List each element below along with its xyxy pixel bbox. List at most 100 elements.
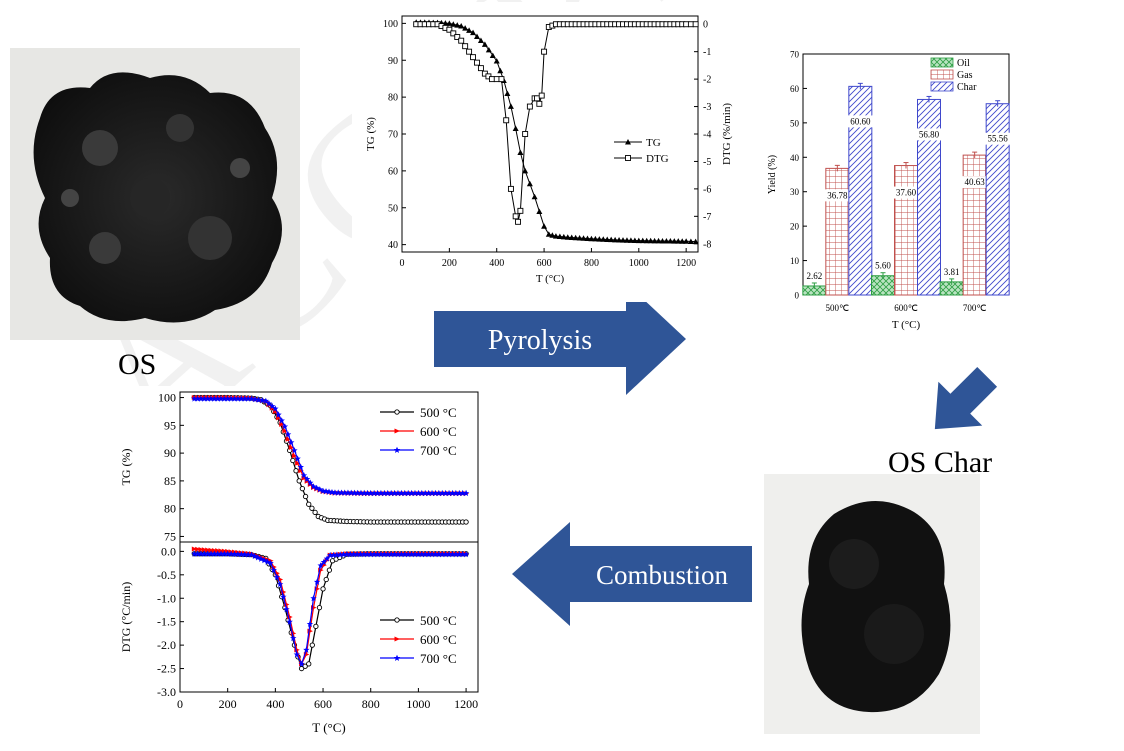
y-tick-label: 75 <box>164 529 176 543</box>
dtg-panel-point <box>238 551 245 558</box>
x-tick-label: 600 <box>537 258 552 269</box>
dtg-panel-point <box>221 550 228 557</box>
dtg-panel-point <box>323 576 329 583</box>
dtg-panel-legend-label: 700 °C <box>420 651 457 666</box>
data-label-bg <box>892 186 920 199</box>
dtg-panel-point <box>227 550 235 557</box>
dtg-panel-point <box>370 550 378 558</box>
dtg-panel-point <box>442 550 449 558</box>
tg-point <box>556 233 563 240</box>
tg-panel-legend-label: 700 °C <box>420 443 457 458</box>
tg-point <box>531 193 538 200</box>
dtg-panel-point <box>384 550 391 558</box>
dtg-point <box>515 218 521 225</box>
dtg-point <box>522 131 529 137</box>
dtg-panel-point <box>316 604 323 611</box>
x-tick-label: 0 <box>400 258 405 269</box>
tg-panel-point <box>408 489 415 497</box>
tg-point <box>504 90 511 96</box>
tg-panel-point <box>377 489 385 497</box>
combustion-label: Combustion <box>596 560 729 590</box>
tg-panel-point <box>241 395 248 402</box>
tg-panel-point <box>248 395 255 402</box>
tg-panel-point <box>300 472 308 479</box>
tg-panel-point <box>293 468 299 474</box>
tg-panel-point <box>341 489 348 496</box>
tg-point <box>667 238 674 244</box>
x-axis-label: T (°C) <box>312 720 345 735</box>
tg-panel-point <box>227 395 235 402</box>
tg-point <box>572 234 579 241</box>
tg-point <box>655 237 662 244</box>
tg-point <box>623 237 630 243</box>
dtg-panel-point <box>317 562 324 569</box>
os-sample-photo <box>10 48 300 340</box>
dtg-panel-point <box>270 566 277 574</box>
dtg-panel-point <box>306 661 312 667</box>
tg-panel-point <box>259 397 266 404</box>
tg-panel-point <box>425 489 432 497</box>
tg-point <box>450 21 457 27</box>
tg-point <box>687 238 694 244</box>
y-tick-label: 100 <box>383 19 398 30</box>
y-tick-label: 60 <box>790 84 800 94</box>
pyrolysis-label: Pyrolysis <box>488 325 592 356</box>
data-label: 60.60 <box>850 116 871 126</box>
tg-panel-point <box>291 447 298 454</box>
tg-point <box>608 236 615 243</box>
dtg-point <box>512 213 519 220</box>
tg-panel-point <box>367 489 374 497</box>
tg-panel-point <box>284 431 292 438</box>
dtg-panel-point <box>435 550 443 558</box>
tg-panel-point <box>279 421 285 427</box>
tg-panel-point <box>211 395 218 402</box>
dtg-panel-point <box>194 550 201 557</box>
tg-panel-point <box>307 479 314 486</box>
y-tick-label: -3.0 <box>157 685 176 699</box>
tg-panel-point <box>255 396 262 403</box>
legend-swatch-char <box>930 81 954 92</box>
data-label: 5.60 <box>875 261 891 271</box>
dtg-point <box>489 76 495 83</box>
dtg-point <box>692 21 699 28</box>
tg-panel-point <box>387 489 395 497</box>
y-tick-label: 50 <box>790 118 800 128</box>
tg-panel-point <box>298 468 304 474</box>
tg-panel-point <box>432 489 439 497</box>
dtg-panel-legend-label: 600 °C <box>420 632 457 647</box>
dtg-panel-point <box>387 550 395 558</box>
tg-panel-point <box>435 489 443 497</box>
dtg-point <box>541 48 548 55</box>
x-tick-label: 0 <box>177 697 183 711</box>
tg-point <box>545 231 552 237</box>
os-char-photo <box>764 474 980 734</box>
tg-panel-point <box>197 395 205 402</box>
tg-point <box>497 67 504 74</box>
dtg-panel-point <box>323 555 331 562</box>
os-char-label: OS Char <box>888 446 993 479</box>
tg-point <box>639 237 646 244</box>
data-label: 37.60 <box>896 188 917 198</box>
dtg-panel-y-axis-label: DTG (°C/min) <box>119 582 133 652</box>
y-tick-label: 70 <box>790 50 800 60</box>
data-label-bg <box>915 128 943 141</box>
tg-panel-point <box>299 486 306 492</box>
tg-point <box>671 238 678 244</box>
dtg-panel-point <box>286 618 293 625</box>
y-tick-label: 70 <box>388 130 398 141</box>
tg-panel-point <box>344 489 352 496</box>
tg-panel-point <box>234 395 242 402</box>
dtg-panel-point <box>298 665 305 672</box>
tg-panel-point <box>217 395 225 402</box>
tg-point <box>541 223 548 229</box>
x-tick-label: 1000 <box>629 258 649 269</box>
dtg-point <box>534 95 540 102</box>
dtg-panel-point <box>367 550 374 558</box>
y-tick-label: 10 <box>790 256 800 266</box>
tg-point <box>470 29 477 36</box>
dtg-panel-point <box>191 550 198 557</box>
dtg-panel-point <box>456 550 463 558</box>
tg-panel-point <box>335 489 342 496</box>
tg-panel-point <box>381 489 388 497</box>
legend-label-gas: Gas <box>957 70 973 81</box>
